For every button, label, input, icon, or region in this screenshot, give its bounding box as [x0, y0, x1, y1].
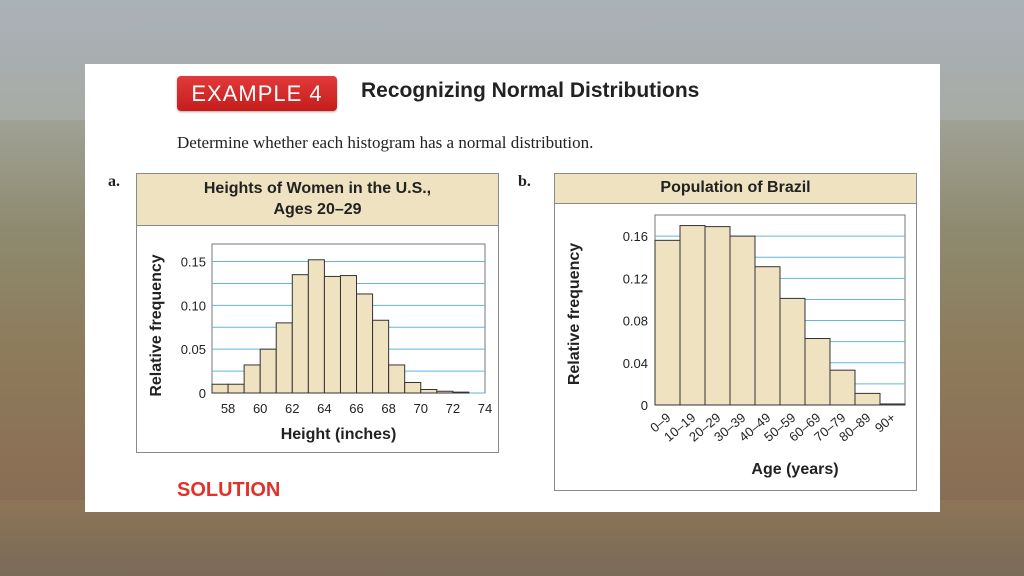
chart-b-y-axis-label: Relative frequency: [566, 243, 583, 385]
chart-a-bar: [243, 364, 261, 394]
solution-heading: SOLUTION: [177, 479, 281, 501]
chart-a-x-axis-label: Height (inches): [281, 426, 397, 443]
chart-a-plot: 0 0.05 0.10 0.15 58 60 62 64 66 68 70 72 74 Height (i…: [148, 243, 492, 443]
chart-a-bar: [388, 364, 406, 394]
chart-b-bar: [879, 403, 906, 406]
chart-b-y-tick-label: 0.12: [623, 271, 648, 286]
chart-a-x-tick-label: 62: [285, 401, 299, 416]
chart-b-bar: [729, 235, 756, 406]
chart-a-bar: [452, 391, 470, 394]
chart-a-y-tick-label: 0: [199, 386, 206, 401]
chart-a-x-tick-label: 64: [317, 401, 331, 416]
chart-b-plot: 00.040.080.120.160–910–1920–2930–3940–49…: [566, 214, 906, 478]
chart-a-title-line1: Heights of Women in the U.S.,: [203, 180, 432, 197]
chart-b-title: Population of Brazil: [555, 174, 916, 204]
chart-a-x-tick-label: 74: [478, 401, 492, 416]
chart-b-bar: [679, 225, 706, 406]
chart-b-y-tick-label: 0.16: [623, 229, 648, 244]
part-a-label: a.: [108, 173, 120, 190]
chart-a-y-axis-label: Relative frequency: [148, 254, 165, 396]
chart-b-bar: [754, 266, 781, 406]
background-ground: [0, 500, 1024, 576]
chart-b-y-tick-label: 0.08: [623, 314, 648, 329]
chart-a-y-tick-label: 0.10: [181, 298, 206, 313]
chart-a-bar: [404, 381, 422, 394]
example-title: Recognizing Normal Distributions: [361, 79, 700, 102]
chart-a-title: Heights of Women in the U.S., Ages 20–29: [137, 174, 498, 226]
chart-a-bar: [372, 319, 390, 394]
chart-a-bar: [227, 383, 245, 394]
chart-a-x-tick-label: 70: [414, 401, 428, 416]
chart-a-bar: [436, 390, 454, 394]
chart-a-x-tick-label: 60: [253, 401, 267, 416]
chart-a-y-tick-label: 0.15: [181, 255, 206, 270]
chart-a-bar: [339, 275, 358, 394]
chart-a-x-tick-label: 66: [349, 401, 363, 416]
chart-b-bar: [779, 297, 806, 406]
chart-b-y-tick-label: 0: [641, 398, 648, 413]
chart-a-bar: [259, 348, 277, 394]
chart-b-bar: [829, 369, 856, 406]
chart-a-bar: [211, 383, 229, 394]
chart-a-bar: [356, 293, 374, 394]
chart-b-x-tick-label: 90+: [872, 410, 899, 436]
chart-a-panel: Heights of Women in the U.S., Ages 20–29…: [136, 173, 499, 453]
instruction-text: Determine whether each histogram has a n…: [177, 133, 594, 152]
chart-a-bar: [307, 259, 325, 394]
chart-a-x-tick-label: 68: [381, 401, 395, 416]
chart-a-title-line2: Ages 20–29: [273, 201, 362, 218]
chart-b-bar: [704, 226, 731, 406]
chart-a-bar: [291, 274, 309, 394]
chart-a-x-tick-label: 72: [446, 401, 460, 416]
example-badge: EXAMPLE 4: [177, 76, 337, 111]
chart-b-title-text: Population of Brazil: [660, 179, 811, 196]
chart-a-y-tick-label: 0.05: [181, 342, 206, 357]
chart-b-bar: [854, 392, 881, 406]
chart-b-y-tick-label: 0.04: [623, 356, 648, 371]
chart-b-bar: [654, 239, 681, 406]
part-b-label: b.: [518, 173, 531, 190]
chart-a-bar: [275, 322, 293, 394]
chart-b-panel: Population of Brazil 0 0.04 0.08 0.12 0.16 0–…: [554, 173, 917, 491]
chart-b-bar: [804, 338, 831, 406]
chart-b-x-axis-label: Age (years): [751, 461, 838, 478]
chart-a-x-tick-label: 58: [221, 401, 235, 416]
chart-a-bar: [420, 388, 438, 394]
chart-a-bar: [323, 275, 341, 394]
